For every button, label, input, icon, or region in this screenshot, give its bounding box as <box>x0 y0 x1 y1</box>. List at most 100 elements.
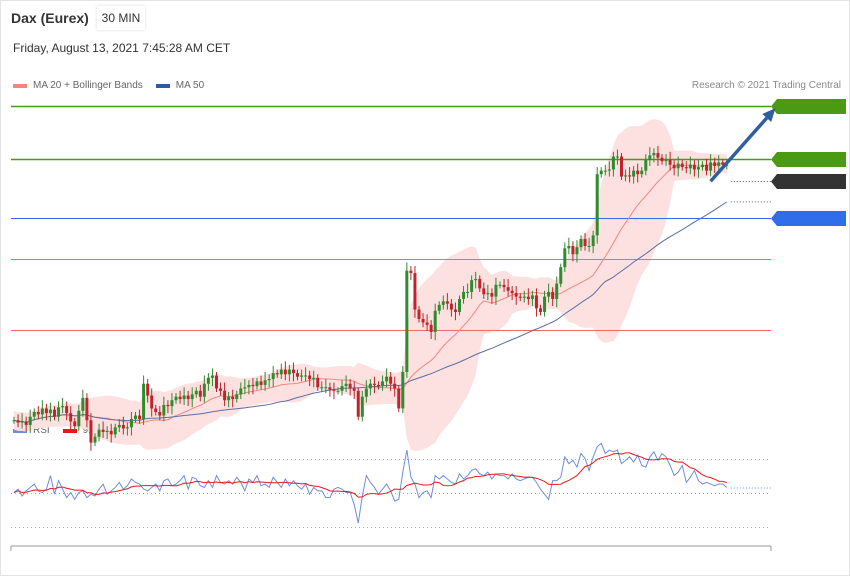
candle-body <box>348 383 352 389</box>
candle-body <box>668 160 672 165</box>
candle-body <box>429 324 433 332</box>
candle-body <box>16 420 20 423</box>
candle-body <box>494 284 498 297</box>
candle-body <box>93 436 97 443</box>
candle-body <box>81 397 85 411</box>
candle-body <box>223 390 227 401</box>
candle-body <box>502 284 506 288</box>
candle-body <box>125 427 129 429</box>
candle-body <box>462 291 466 299</box>
candle-body <box>595 174 599 236</box>
candle-body <box>571 245 575 255</box>
candle-body <box>648 155 652 161</box>
rsi-ma-line <box>13 452 727 498</box>
candle-body <box>514 293 518 297</box>
candle-body <box>534 295 538 309</box>
instrument-title: Dax (Eurex) <box>11 10 89 26</box>
candle-body <box>105 430 109 433</box>
candle-body <box>636 170 640 175</box>
candle-body <box>360 396 364 417</box>
candle-body <box>340 386 344 391</box>
candle-body <box>445 301 449 304</box>
resistance-level-tag <box>771 99 846 114</box>
rsi-line <box>13 442 728 524</box>
candle-body <box>61 406 65 408</box>
candle-body <box>482 288 486 295</box>
candle-body <box>328 387 332 390</box>
candle-body <box>526 296 530 299</box>
candle-body <box>632 170 636 177</box>
candle-body <box>243 387 247 389</box>
candle-body <box>320 387 324 389</box>
candle-body <box>138 415 142 420</box>
candle-body <box>186 395 190 400</box>
candle-body <box>587 245 591 247</box>
candle-body <box>660 157 664 162</box>
candle-body <box>57 407 61 417</box>
candle-body <box>620 156 623 177</box>
candle-body <box>377 384 380 387</box>
candle-body <box>287 369 291 375</box>
candle-body <box>239 388 243 395</box>
candle-body <box>154 408 158 412</box>
candle-body <box>255 381 259 387</box>
candle-body <box>599 170 603 175</box>
candle-body <box>393 383 397 389</box>
main-legend: MA 20 + Bollinger Bands MA 50 <box>13 80 204 91</box>
candle-body <box>510 290 514 294</box>
candle-body <box>291 369 295 374</box>
candle-body <box>20 421 24 423</box>
candle-body <box>117 424 121 428</box>
candle-body <box>543 296 547 312</box>
candle-body <box>385 376 389 382</box>
candle-body <box>688 164 692 169</box>
candle-body <box>283 369 287 375</box>
candle-body <box>567 245 571 249</box>
candle-body <box>194 390 198 395</box>
candle-body <box>372 383 376 385</box>
candle-body <box>227 396 231 401</box>
candle-body <box>89 420 93 443</box>
candle-body <box>615 156 619 158</box>
legend-ma20-label: MA 20 + Bollinger Bands <box>33 80 143 91</box>
candle-body <box>563 248 567 268</box>
candle-body <box>701 164 704 168</box>
candle-body <box>413 273 417 310</box>
chart-datetime: Friday, August 13, 2021 7:45:28 AM CET <box>13 41 231 55</box>
candle-body <box>421 318 425 323</box>
candle-body <box>409 270 413 274</box>
bollinger-band <box>14 119 727 452</box>
candle-body <box>680 163 684 168</box>
candle-body <box>69 413 73 422</box>
candle-body <box>190 394 194 400</box>
candle-body <box>77 410 81 427</box>
candle-body <box>603 170 607 172</box>
candle-body <box>324 387 328 389</box>
candle-body <box>624 175 628 177</box>
candle-body <box>518 296 522 298</box>
candle-body <box>458 298 461 312</box>
candle-body <box>146 383 150 396</box>
candle-body <box>150 395 154 409</box>
research-credit: Research © 2021 Trading Central <box>691 80 841 91</box>
candle-body <box>182 395 186 400</box>
candle-body <box>579 238 583 248</box>
candle-body <box>628 175 632 177</box>
pivot-level-tag <box>771 211 846 226</box>
candle-body <box>231 396 235 400</box>
candle-body <box>417 309 421 319</box>
candle-body <box>555 283 559 299</box>
candle-body <box>109 430 113 435</box>
candle-body <box>36 412 40 415</box>
candle-body <box>32 412 36 417</box>
candle-body <box>210 375 214 378</box>
candle-body <box>551 291 555 299</box>
candle-body <box>178 396 182 400</box>
candle-body <box>474 278 478 281</box>
candle-body <box>142 383 146 420</box>
candle-body <box>97 429 101 437</box>
timeframe-selector[interactable]: 30 MIN <box>97 6 145 30</box>
candle-body <box>559 267 563 284</box>
candle-body <box>336 390 340 392</box>
candle-body <box>401 371 405 409</box>
